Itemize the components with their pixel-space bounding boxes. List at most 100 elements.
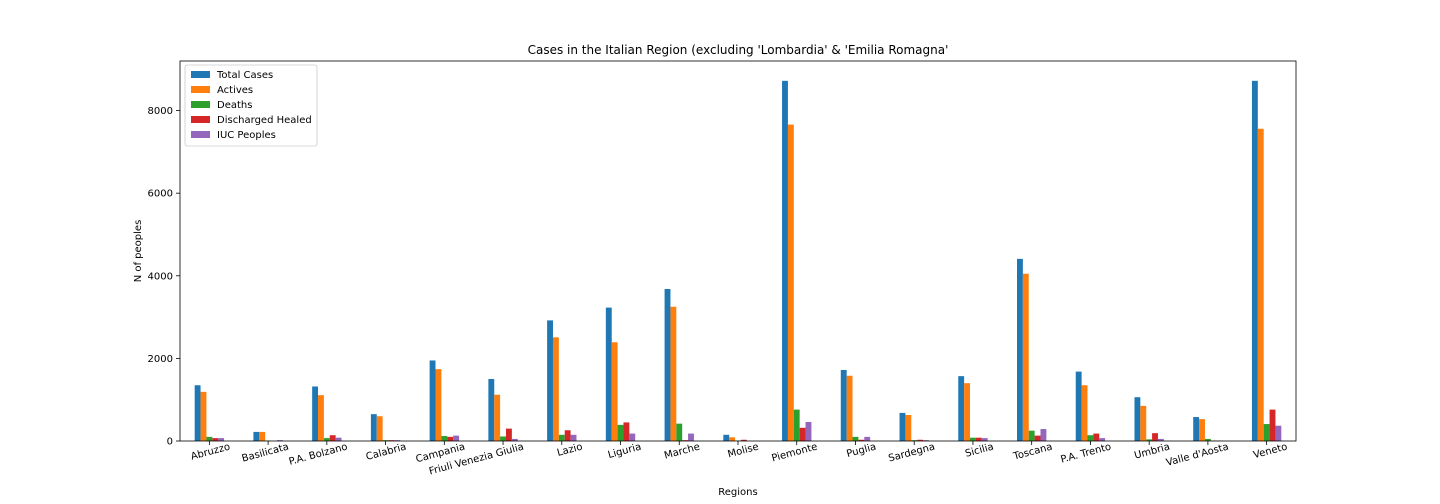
x-tick-label: Basilicata (241, 442, 290, 465)
x-tick-label: Piemonte (771, 442, 819, 465)
bar (558, 434, 565, 441)
bar (1152, 433, 1158, 441)
bar (970, 437, 976, 441)
bar (799, 427, 806, 441)
bar (447, 436, 454, 441)
bar (1257, 128, 1264, 442)
bar (670, 306, 677, 441)
legend-swatch (191, 131, 210, 138)
bar (200, 391, 207, 441)
legend-swatch (191, 86, 210, 93)
bar (740, 439, 747, 441)
bar (329, 435, 336, 441)
bar (1034, 435, 1041, 441)
bar-group (1075, 371, 1106, 441)
bar-group (782, 80, 812, 442)
bar (370, 414, 377, 441)
bar (441, 436, 448, 441)
bar (1017, 258, 1023, 441)
legend-label: IUC Peoples (217, 130, 276, 141)
x-tick-label: Sicilia (964, 442, 995, 460)
legend-swatch (191, 71, 210, 78)
bar (323, 438, 330, 441)
bar (905, 414, 912, 441)
x-tick-label: P.A. Trento (1060, 442, 1113, 466)
bar (376, 416, 383, 441)
bar (793, 409, 800, 441)
x-tick-label: Calabria (365, 442, 408, 463)
bar (729, 437, 736, 441)
bar (723, 434, 730, 441)
legend-box (184, 64, 318, 147)
x-tick-label: Marche (663, 442, 701, 462)
bar-group (664, 289, 694, 441)
bar (511, 438, 518, 441)
bar-group (958, 376, 988, 441)
bar (1134, 397, 1141, 441)
bar (1193, 417, 1200, 441)
bar-group (605, 307, 636, 441)
x-tick-label: P.A. Bolzano (288, 442, 349, 468)
bar (1251, 80, 1258, 441)
bar (917, 439, 924, 441)
bar (964, 383, 971, 441)
bar-group (488, 379, 518, 441)
bar-group (723, 434, 747, 441)
bar (623, 422, 630, 441)
bar (676, 423, 683, 441)
bar (782, 80, 788, 441)
bar (899, 412, 906, 441)
bar (1093, 433, 1100, 441)
bar (846, 375, 853, 441)
bar (570, 434, 577, 441)
bar (500, 436, 506, 441)
bar (382, 440, 389, 441)
bar (335, 437, 342, 441)
bar (1199, 419, 1205, 441)
bar (1028, 430, 1035, 441)
bar (552, 337, 559, 441)
bar (435, 369, 442, 441)
bar (1275, 425, 1282, 441)
bar-group (840, 369, 871, 441)
bar (1146, 439, 1153, 441)
bar (611, 342, 618, 441)
bar (564, 430, 571, 441)
bar-group (1134, 397, 1164, 441)
bar (852, 436, 859, 441)
x-tick-label: Molise (727, 442, 760, 461)
chart-title: Cases in the Italian Region (excluding '… (528, 43, 949, 57)
bar (505, 428, 512, 441)
bar (494, 394, 501, 441)
bar-group (429, 360, 459, 441)
y-tick-label: 4000 (148, 271, 173, 282)
x-axis-label: Regions (718, 487, 757, 498)
bar (1099, 438, 1106, 441)
y-tick-label: 8000 (148, 106, 173, 117)
bar (194, 385, 201, 441)
bar (682, 440, 689, 441)
x-tick-label: Toscana (1011, 442, 1053, 463)
bar (318, 395, 324, 441)
bar (1140, 405, 1147, 441)
bar (840, 369, 847, 441)
bar (975, 437, 982, 441)
legend: Total Cases Actives Deaths Discharged Heale… (184, 64, 318, 147)
bar (864, 436, 871, 441)
bar (1081, 385, 1088, 441)
bar (981, 438, 988, 441)
bar-group (899, 412, 929, 441)
bar (923, 440, 929, 441)
legend-swatch (191, 101, 210, 108)
y-tick-label: 6000 (148, 189, 173, 200)
bar (1157, 438, 1164, 441)
axes-frame (179, 60, 1297, 442)
x-tick-label: Sardegna (887, 442, 936, 465)
bar (605, 307, 612, 441)
bar (1087, 435, 1094, 441)
x-tick-label: Lazio (556, 442, 584, 459)
legend-swatch (191, 116, 210, 123)
bar (388, 440, 395, 441)
